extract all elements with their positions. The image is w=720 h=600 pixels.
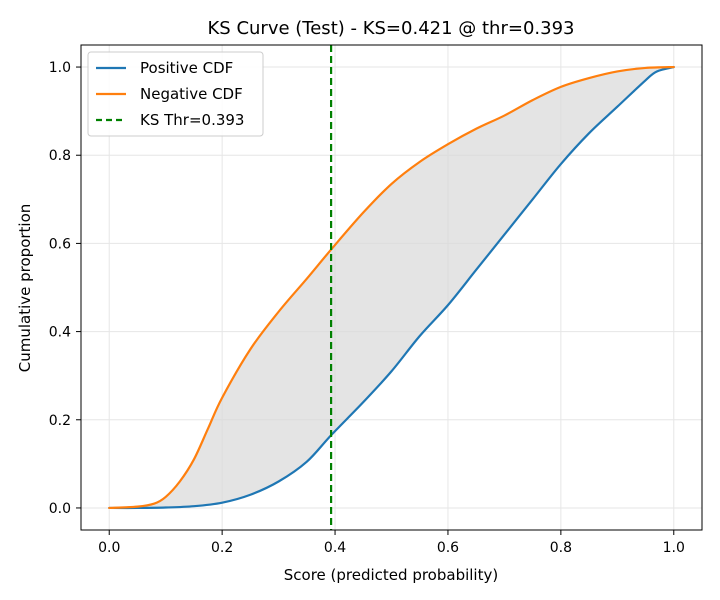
x-tick-label: 0.2 xyxy=(211,540,233,556)
x-tick-label: 0.4 xyxy=(324,540,346,556)
x-tick-label: 0.8 xyxy=(550,540,572,556)
y-tick-label: 0.0 xyxy=(49,501,71,517)
positive-cdf-line xyxy=(108,65,675,510)
y-tick-label: 0.8 xyxy=(49,148,71,164)
y-axis-label: Cumulative proportion xyxy=(16,204,34,373)
legend: Positive CDF Negative CDF KS Thr=0.393 xyxy=(87,51,264,137)
negative-cdf-line xyxy=(108,65,675,510)
legend-label-positive: Positive CDF xyxy=(140,59,233,77)
y-tick-label: 0.2 xyxy=(49,413,71,429)
x-axis-label: Score (predicted probability) xyxy=(284,566,498,584)
legend-box xyxy=(87,51,264,137)
y-tick-label: 1.0 xyxy=(49,60,71,76)
legend-label-threshold: KS Thr=0.393 xyxy=(140,111,244,129)
x-tick-label: 1.0 xyxy=(663,540,685,556)
x-tick-label: 0.6 xyxy=(437,540,459,556)
y-tick-label: 0.6 xyxy=(49,236,71,252)
legend-label-negative: Negative CDF xyxy=(140,85,243,103)
series-lines xyxy=(108,65,675,510)
ks-fill-area xyxy=(109,67,674,508)
plot-frame xyxy=(80,44,703,531)
chart-title: KS Curve (Test) - KS=0.421 @ thr=0.393 xyxy=(208,18,575,39)
y-tick-label: 0.4 xyxy=(49,325,71,341)
x-tick-label: 0.0 xyxy=(98,540,120,556)
axis-ticks: 0.0 0.2 0.4 0.6 0.8 1.0 0.0 0.2 0.4 0.6 0.8 1.0 xyxy=(49,60,685,556)
